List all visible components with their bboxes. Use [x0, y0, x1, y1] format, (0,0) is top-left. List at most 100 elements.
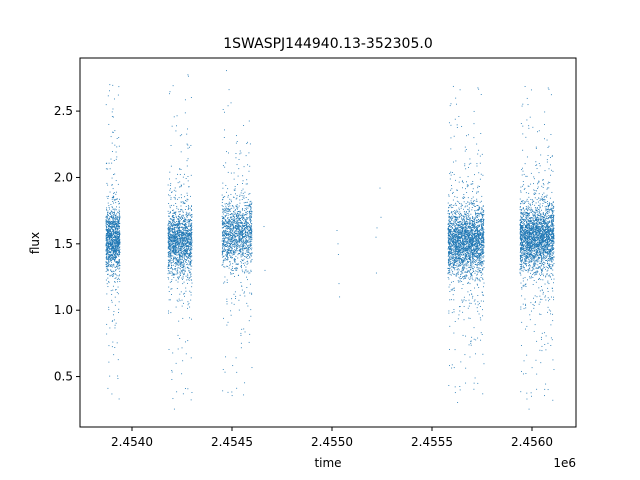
data-point	[188, 255, 190, 257]
data-point	[227, 234, 229, 236]
data-point	[111, 256, 113, 258]
data-point	[113, 239, 115, 240]
data-point	[246, 183, 248, 185]
data-point	[177, 262, 179, 264]
data-point	[237, 257, 239, 259]
data-point	[231, 223, 233, 224]
data-point	[239, 242, 241, 244]
data-point	[232, 248, 233, 250]
data-point	[183, 234, 185, 236]
data-point	[235, 218, 237, 220]
data-point	[190, 262, 192, 264]
data-point	[227, 208, 229, 209]
data-point	[107, 215, 109, 216]
data-point	[119, 231, 121, 233]
data-point	[171, 379, 173, 380]
data-point	[171, 251, 173, 253]
data-point	[182, 269, 184, 271]
data-point	[231, 237, 233, 239]
data-point	[178, 298, 180, 300]
data-point	[249, 237, 251, 239]
data-point	[249, 204, 251, 206]
data-point	[470, 219, 472, 221]
data-point	[115, 226, 116, 228]
data-point	[238, 237, 240, 239]
data-point	[241, 245, 243, 247]
data-point	[114, 208, 116, 210]
data-point	[227, 252, 229, 253]
data-point	[187, 241, 188, 243]
data-point	[185, 225, 187, 227]
data-point	[114, 235, 115, 237]
data-point	[246, 242, 247, 244]
data-point	[247, 210, 248, 212]
data-point	[110, 234, 112, 236]
data-point	[244, 223, 246, 225]
data-point	[190, 252, 192, 254]
data-point	[170, 255, 172, 257]
data-point	[483, 245, 485, 247]
data-point	[117, 238, 119, 239]
data-point	[241, 216, 243, 218]
data-point	[174, 212, 176, 213]
data-point	[183, 225, 185, 227]
data-point	[114, 243, 116, 245]
data-point	[107, 233, 109, 235]
data-point	[116, 253, 118, 255]
data-point	[226, 259, 228, 260]
data-point	[169, 238, 171, 240]
data-point	[191, 241, 193, 243]
data-point	[115, 180, 117, 182]
data-point	[248, 210, 250, 212]
data-point	[170, 235, 172, 236]
data-point	[177, 241, 179, 243]
data-point	[186, 231, 188, 233]
data-point	[167, 255, 169, 257]
data-point	[167, 223, 169, 225]
data-point	[240, 220, 242, 222]
data-point	[113, 212, 115, 214]
data-point	[228, 247, 230, 249]
data-point	[118, 203, 120, 205]
data-point	[250, 244, 252, 246]
data-point	[191, 231, 193, 233]
data-point	[187, 304, 189, 306]
data-point	[113, 314, 114, 316]
data-point	[237, 244, 239, 246]
data-point	[179, 254, 181, 256]
data-point	[169, 281, 171, 283]
data-point	[236, 141, 238, 142]
data-point	[476, 263, 478, 265]
data-point	[177, 173, 179, 175]
data-point	[228, 221, 230, 222]
data-point	[243, 224, 245, 226]
data-point	[113, 244, 115, 246]
data-point	[187, 248, 188, 250]
data-point	[180, 232, 182, 234]
data-point	[175, 262, 177, 264]
data-point	[456, 196, 458, 198]
data-point	[115, 225, 117, 227]
data-point	[247, 249, 249, 251]
data-point	[190, 209, 192, 210]
data-point	[107, 252, 108, 254]
data-point	[460, 254, 462, 256]
data-point	[178, 235, 180, 236]
data-point	[182, 214, 184, 216]
data-point	[108, 306, 110, 308]
data-point	[250, 254, 252, 256]
data-point	[229, 219, 231, 221]
data-point	[250, 226, 252, 228]
data-point	[237, 213, 239, 214]
data-point	[110, 254, 112, 256]
data-point	[168, 260, 170, 261]
data-point	[113, 319, 115, 321]
data-point	[237, 184, 238, 186]
data-point	[170, 254, 172, 256]
data-point	[113, 254, 115, 256]
data-point	[463, 278, 465, 280]
data-point	[238, 223, 240, 225]
data-point	[222, 230, 224, 232]
data-point	[229, 254, 230, 256]
data-point	[183, 258, 185, 260]
